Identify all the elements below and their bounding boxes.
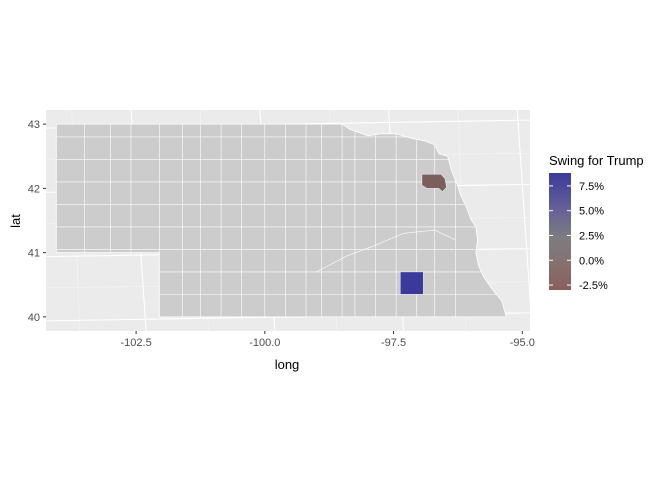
y-tick-label: 41 xyxy=(28,248,40,260)
highlighted-county xyxy=(421,173,447,192)
legend-label: 7.5% xyxy=(579,181,604,193)
x-tick-label: -95.0 xyxy=(510,337,535,349)
y-tick-label: 43 xyxy=(28,119,40,131)
x-axis-title: long xyxy=(275,357,300,372)
legend-label: 2.5% xyxy=(579,230,604,242)
legend-ticks: 7.5% 5.0% 2.5% 0.0% -2.5% xyxy=(549,181,608,292)
y-axis-title: lat xyxy=(8,214,23,228)
legend-label: 0.0% xyxy=(579,255,604,267)
y-axis: 40 41 42 43 xyxy=(28,119,46,324)
highlighted-county xyxy=(399,271,424,295)
county-line xyxy=(316,229,456,273)
x-tick-label: -100.0 xyxy=(249,337,280,349)
y-tick-label: 42 xyxy=(28,183,40,195)
legend-colorbar xyxy=(549,173,571,290)
legend-label: 5.0% xyxy=(579,206,604,218)
x-axis: -102.5 -100.0 -97.5 -95.0 xyxy=(121,331,535,349)
state-outline xyxy=(55,123,507,318)
grid-line-major xyxy=(516,109,533,332)
x-tick-label: -97.5 xyxy=(381,337,406,349)
legend-title: Swing for Trump xyxy=(549,153,644,168)
legend-label: -2.5% xyxy=(579,280,608,292)
y-tick-label: 40 xyxy=(28,312,40,324)
x-tick-label: -102.5 xyxy=(121,337,152,349)
legend: Swing for Trump 7.5% 5.0% 2.5% 0.0% -2.5% xyxy=(549,153,644,292)
